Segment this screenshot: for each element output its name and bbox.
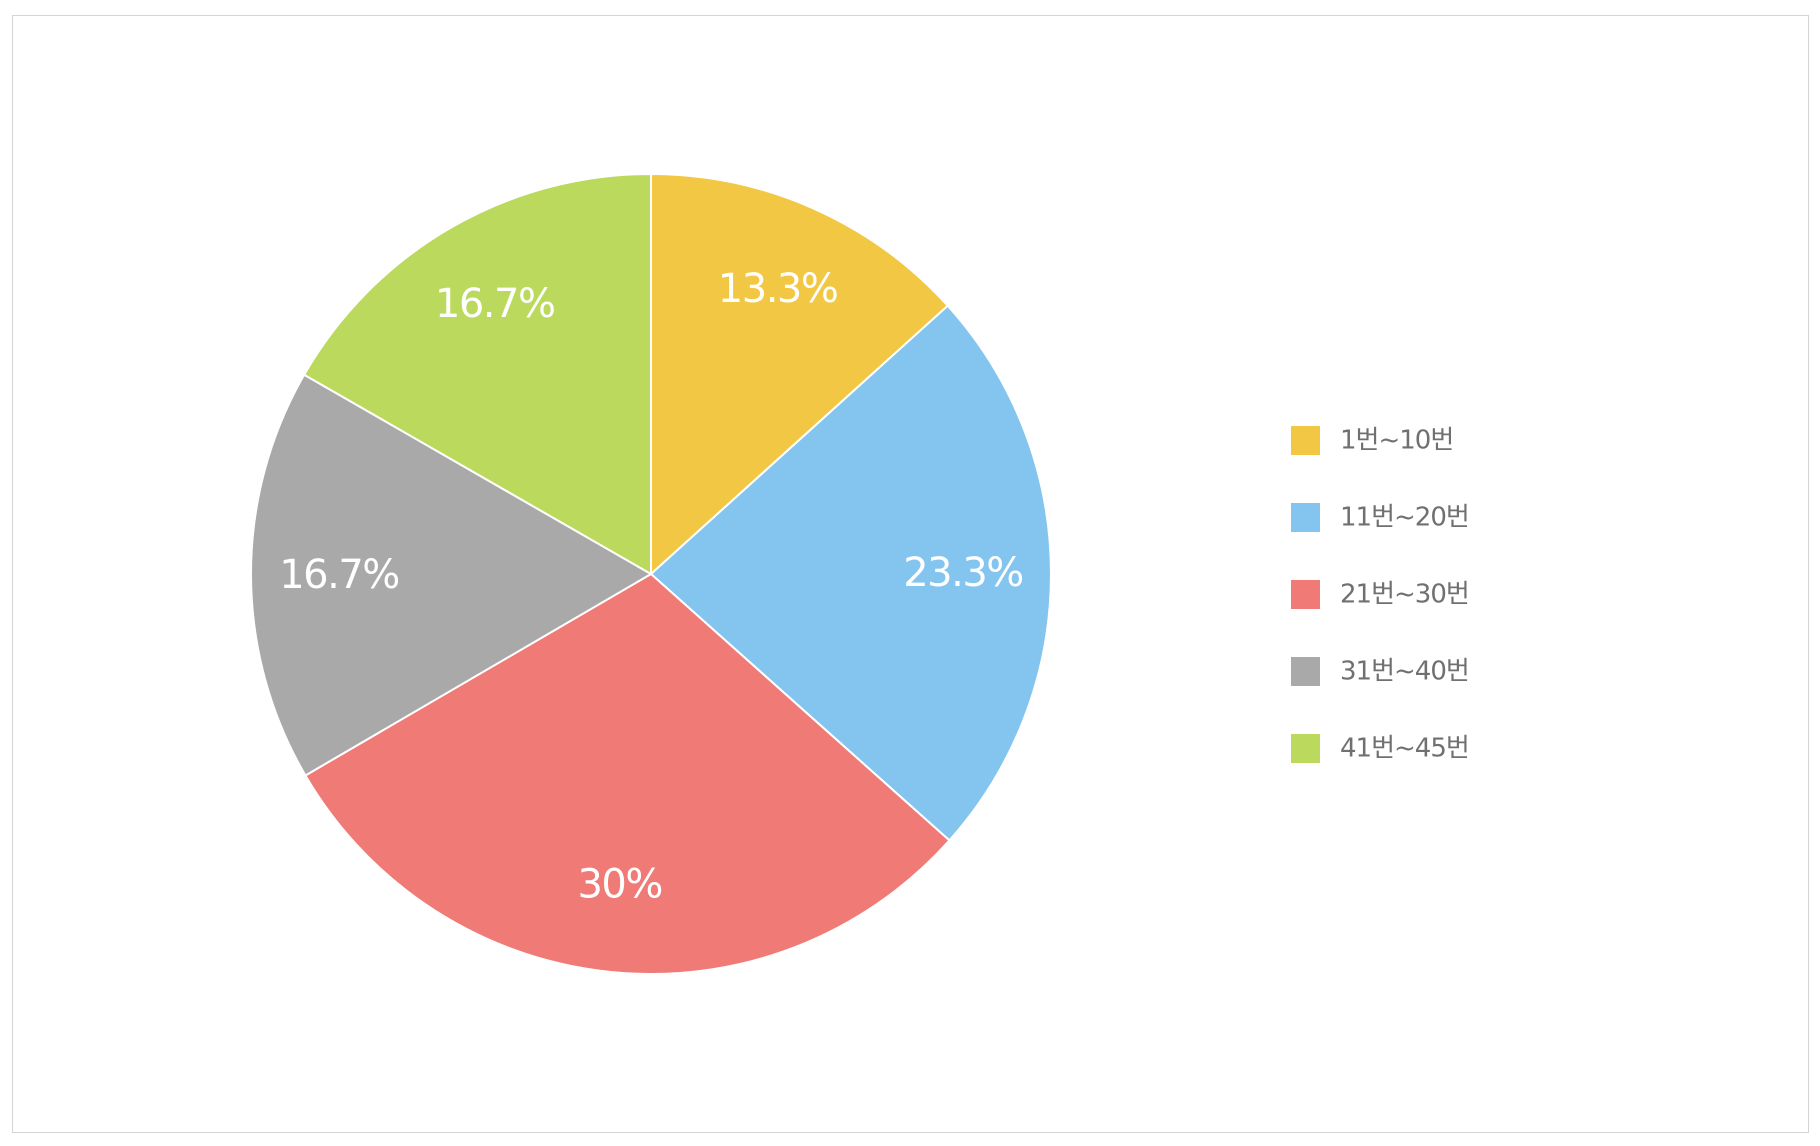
legend-label-2: 11번~20번 [1340, 503, 1469, 533]
pie-slice-3 [304, 573, 951, 975]
legend-item-5: 41번~45번 [1291, 734, 1470, 764]
legend-item-4: 31번~40번 [1291, 657, 1470, 687]
legend-label-4: 31번~40번 [1340, 657, 1469, 687]
legend-swatch-5 [1291, 734, 1320, 763]
pie-data-label-2: 23.3% [903, 550, 1023, 596]
legend-item-3: 21번~30번 [1291, 580, 1470, 610]
pie-data-label-4: 16.7% [279, 552, 399, 598]
legend-label-1: 1번~10번 [1340, 426, 1453, 456]
legend: 1번~10번 11번~20번 21번~30번 31번~40번 41번~45번 [1291, 426, 1470, 764]
legend-item-1: 1번~10번 [1291, 426, 1454, 456]
pie-data-label-5: 16.7% [435, 281, 555, 327]
legend-swatch-3 [1291, 580, 1320, 609]
legend-label-3: 21번~30번 [1340, 580, 1469, 610]
legend-swatch-1 [1291, 426, 1320, 455]
pie-data-label-3: 30% [577, 861, 661, 907]
pie-slices [250, 173, 1052, 975]
legend-swatch-2 [1291, 503, 1320, 532]
legend-label-5: 41번~45번 [1340, 734, 1469, 764]
pie-slice-5 [303, 173, 652, 575]
pie-data-labels: 13.3% 23.3% 30% 16.7% 16.7% [279, 266, 1024, 908]
pie-slice-4 [250, 373, 652, 777]
legend-swatch-4 [1291, 657, 1320, 686]
pie-data-label-1: 13.3% [718, 266, 838, 312]
legend-item-2: 11번~20번 [1291, 503, 1470, 533]
pie-slice-1 [650, 173, 949, 575]
pie-slice-2 [650, 304, 1052, 842]
